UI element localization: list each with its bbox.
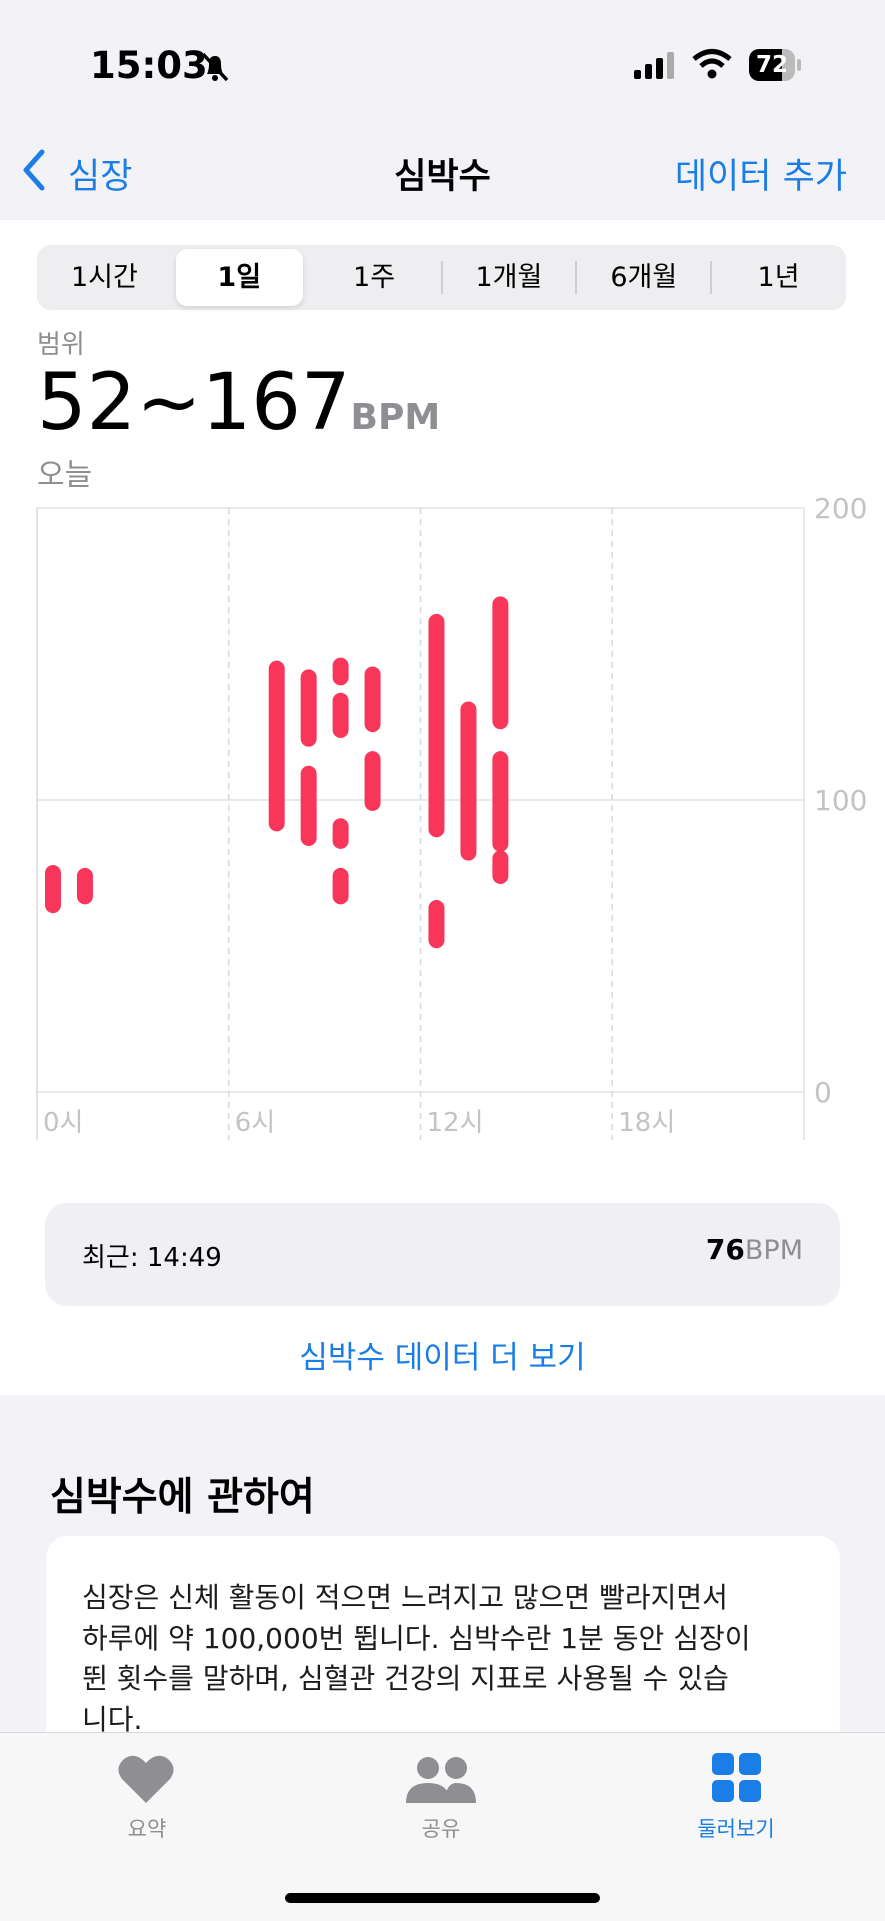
segment-divider (710, 261, 713, 294)
y-tick-label: 0 (814, 1076, 832, 1109)
y-tick-label: 100 (814, 784, 867, 817)
range-date: 오늘 (37, 458, 93, 493)
range-bar (364, 751, 381, 811)
range-bar (460, 701, 477, 861)
segment[interactable]: 1일 (217, 262, 262, 293)
tab-label[interactable]: 요약 (127, 1817, 167, 1841)
range-bar (492, 596, 509, 730)
header-background (0, 0, 885, 220)
about-text-line: 니다. (82, 1702, 143, 1736)
range-summary: 52~167BPM (37, 358, 440, 448)
about-text-line: 심장은 신체 활동이 적으면 느려지고 많으면 빨라지면서 (82, 1581, 728, 1614)
battery-tip (797, 59, 801, 71)
segment[interactable]: 1년 (757, 262, 800, 293)
segment[interactable]: 6개월 (610, 262, 678, 293)
nav-title: 심박수 (394, 157, 491, 197)
range-bar (300, 669, 317, 747)
wifi-icon (692, 49, 732, 79)
range-value: 52~167 (37, 358, 351, 448)
status-time: 15:03 (90, 44, 208, 87)
summary-icon[interactable] (117, 1753, 175, 1805)
heart-rate-chart: 0 100 200 0시 6시 12시 18시 (36, 492, 867, 1140)
segment[interactable]: 1개월 (475, 262, 543, 293)
latest-unit: BPM (744, 1235, 803, 1266)
x-tick-label: 18시 (618, 1108, 675, 1138)
about-heading: 심박수에 관하여 (50, 1475, 315, 1520)
more-data-link[interactable]: 심박수 데이터 더 보기 (299, 1340, 586, 1376)
y-tick-label: 200 (814, 492, 867, 525)
segment[interactable]: 1시간 (70, 262, 138, 293)
range-bar (332, 692, 349, 738)
battery (749, 49, 795, 81)
range-bar (492, 850, 509, 884)
silent-icon (201, 52, 229, 82)
latest-time: 최근: 14:49 (82, 1243, 222, 1273)
battery-level: 72 (755, 52, 788, 78)
latest-value: 76 (705, 1233, 745, 1266)
latest-reading: 76BPM (706, 1233, 803, 1266)
range-unit: BPM (350, 397, 441, 438)
range-bar (332, 657, 349, 686)
period-segmented-control: 1시간 1일 1주 1개월 6개월 1년 (37, 245, 846, 310)
range-bar (364, 666, 381, 733)
back-button[interactable]: 심장 (68, 157, 133, 197)
add-data-button[interactable]: 데이터 추가 (674, 157, 847, 197)
tab-label[interactable]: 둘러보기 (697, 1817, 775, 1841)
x-tick-label: 0시 (43, 1108, 83, 1138)
sharing-icon[interactable] (404, 1755, 478, 1805)
range-bar (428, 613, 445, 838)
x-tick-label: 12시 (427, 1108, 484, 1138)
home-indicator (285, 1893, 600, 1903)
browse-icon[interactable] (712, 1753, 762, 1803)
range-bar (332, 818, 349, 849)
segment[interactable]: 1주 (353, 262, 396, 293)
signal-icon (634, 52, 674, 79)
range-bar (44, 865, 61, 914)
latest-card[interactable]: 최근: 14:49 76BPM (45, 1203, 840, 1306)
tab-bar: 요약 공유 둘러보기 (0, 1732, 885, 1921)
range-bar (428, 900, 445, 949)
tab-label[interactable]: 공유 (421, 1817, 461, 1841)
range-label: 범위 (37, 330, 85, 360)
range-bar (332, 867, 349, 905)
about-text-line: 뛴 횟수를 말하며, 심혈관 건강의 지표로 사용될 수 있습 (82, 1662, 729, 1695)
x-tick-label: 6시 (235, 1108, 275, 1138)
range-bar (492, 751, 509, 852)
range-bar (300, 765, 317, 846)
about-text-line: 하루에 약 100,000번 뜁니다. 심박수란 1분 동안 심장이 (82, 1621, 751, 1655)
segment-selected (175, 249, 303, 306)
range-bar (268, 660, 285, 832)
segment-divider (440, 261, 443, 294)
segment-divider (575, 261, 578, 294)
back-chevron[interactable] (20, 148, 48, 192)
range-bar (76, 867, 93, 905)
